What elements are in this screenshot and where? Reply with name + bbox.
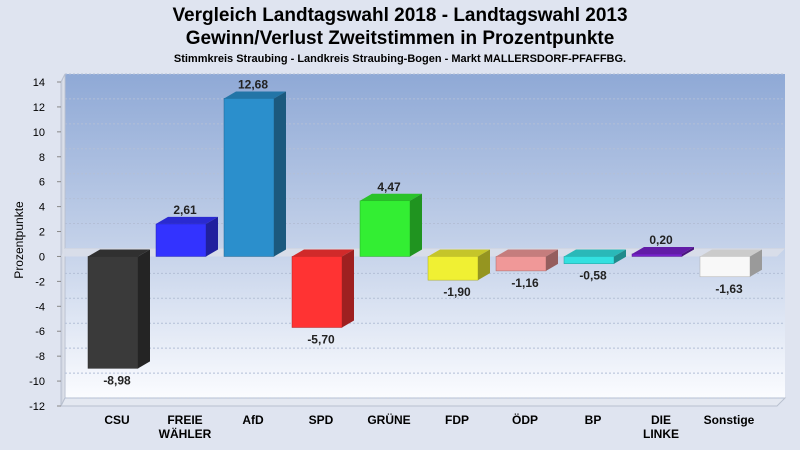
x-category-label: Sonstige (704, 413, 755, 427)
bar-value-label: 12,68 (238, 77, 268, 91)
bar-front (631, 253, 683, 257)
x-category-label: CSU (104, 413, 129, 427)
y-tick-label: -6 (35, 326, 45, 338)
chart-subtitle: Stimmkreis Straubing - Landkreis Straubi… (173, 53, 627, 65)
bar: 4,47 (359, 180, 422, 257)
x-category-label: LINKE (643, 427, 679, 441)
bar: -5,70 (291, 249, 354, 346)
x-category-label: GRÜNE (367, 412, 410, 427)
bar-front (155, 223, 207, 257)
bar-side (478, 249, 490, 281)
bar: -1,63 (699, 249, 762, 296)
bar-value-label: -5,70 (307, 332, 335, 346)
y-tick-label: -8 (35, 351, 45, 363)
y-tick-label: -12 (29, 401, 45, 413)
plot-side-wall (60, 73, 66, 407)
bar-top (156, 216, 218, 224)
bar-top (428, 249, 490, 257)
bar-front (291, 256, 343, 328)
bar-top (88, 249, 150, 257)
bar-value-label: 2,61 (173, 203, 197, 217)
y-tick-label: -10 (29, 376, 45, 388)
bar-side (206, 216, 218, 257)
bar: -8,98 (87, 249, 150, 387)
bar-side (342, 249, 354, 328)
bar-top (700, 249, 762, 257)
y-tick-label: 4 (39, 202, 45, 214)
x-category-label: DIE (651, 413, 671, 427)
bar-top (496, 249, 558, 257)
bar-side (682, 246, 694, 257)
chart-title-line2: Gewinn/Verlust Zweitstimmen in Prozentpu… (185, 28, 615, 49)
x-category-label: AfD (242, 413, 264, 427)
bar-front (699, 256, 751, 278)
bar-side (614, 249, 626, 264)
bar-side (410, 193, 422, 257)
bar-top (632, 246, 694, 254)
y-tick-label: 2 (39, 227, 45, 239)
bar-front (359, 200, 411, 257)
y-tick-label: 0 (39, 251, 45, 263)
bar: 2,61 (155, 203, 218, 257)
bar-front (427, 256, 479, 281)
bar-front (87, 256, 139, 369)
bar-value-label: 0,20 (649, 233, 673, 247)
bar-side (546, 249, 558, 271)
bar-value-label: -0,58 (579, 269, 607, 283)
bar-top (224, 91, 286, 99)
x-category-label: FREIE (167, 413, 202, 427)
bar-value-label: 4,47 (377, 180, 401, 194)
bar: -0,58 (563, 249, 626, 283)
bar-top (360, 193, 422, 201)
bar: 0,20 (631, 233, 694, 257)
y-tick-label: 10 (33, 127, 45, 139)
y-tick-label: -2 (35, 276, 45, 288)
bar-side (138, 249, 150, 369)
bar-value-label: -1,16 (511, 276, 539, 290)
bar: -1,16 (495, 249, 558, 290)
y-axis-label: Prozentpunkte (12, 201, 26, 279)
bar-side (750, 249, 762, 277)
x-category-label: WÄHLER (159, 426, 212, 441)
x-category-label: BP (585, 413, 602, 427)
y-tick-label: 8 (39, 152, 45, 164)
bar-top (564, 249, 626, 257)
chart-title-line1: Vergleich Landtagswahl 2018 - Landtagswa… (172, 5, 628, 26)
y-tick-label: 12 (33, 102, 45, 114)
bar-value-label: -1,63 (715, 282, 743, 296)
plot-floor (60, 397, 787, 407)
bar-value-label: -1,90 (443, 285, 471, 299)
x-category-label: ÖDP (512, 412, 538, 427)
y-tick-label: 14 (33, 77, 45, 89)
y-tick-label: 6 (39, 177, 45, 189)
bars: -8,98 2,61 12,68 -5,70 4,47 -1,90 -1,16 -0,58 0,… (87, 77, 762, 387)
bar-top (292, 249, 354, 257)
y-tick-label: -4 (35, 301, 45, 313)
x-category-label: FDP (445, 413, 469, 427)
x-category-label: SPD (309, 413, 334, 427)
bar-value-label: -8,98 (103, 373, 131, 387)
bar-front (223, 98, 275, 257)
title-block: Vergleich Landtagswahl 2018 - Landtagswa… (0, 4, 800, 65)
bar-side (274, 91, 286, 257)
bar-front (495, 256, 547, 272)
y-tick-labels: 14 12 10 8 6 4 2 0 -2 -4 -6 -8 -10 -12 (29, 77, 45, 413)
bar-front (563, 256, 615, 264)
bar: 12,68 (223, 77, 286, 257)
bar: -1,90 (427, 249, 490, 299)
